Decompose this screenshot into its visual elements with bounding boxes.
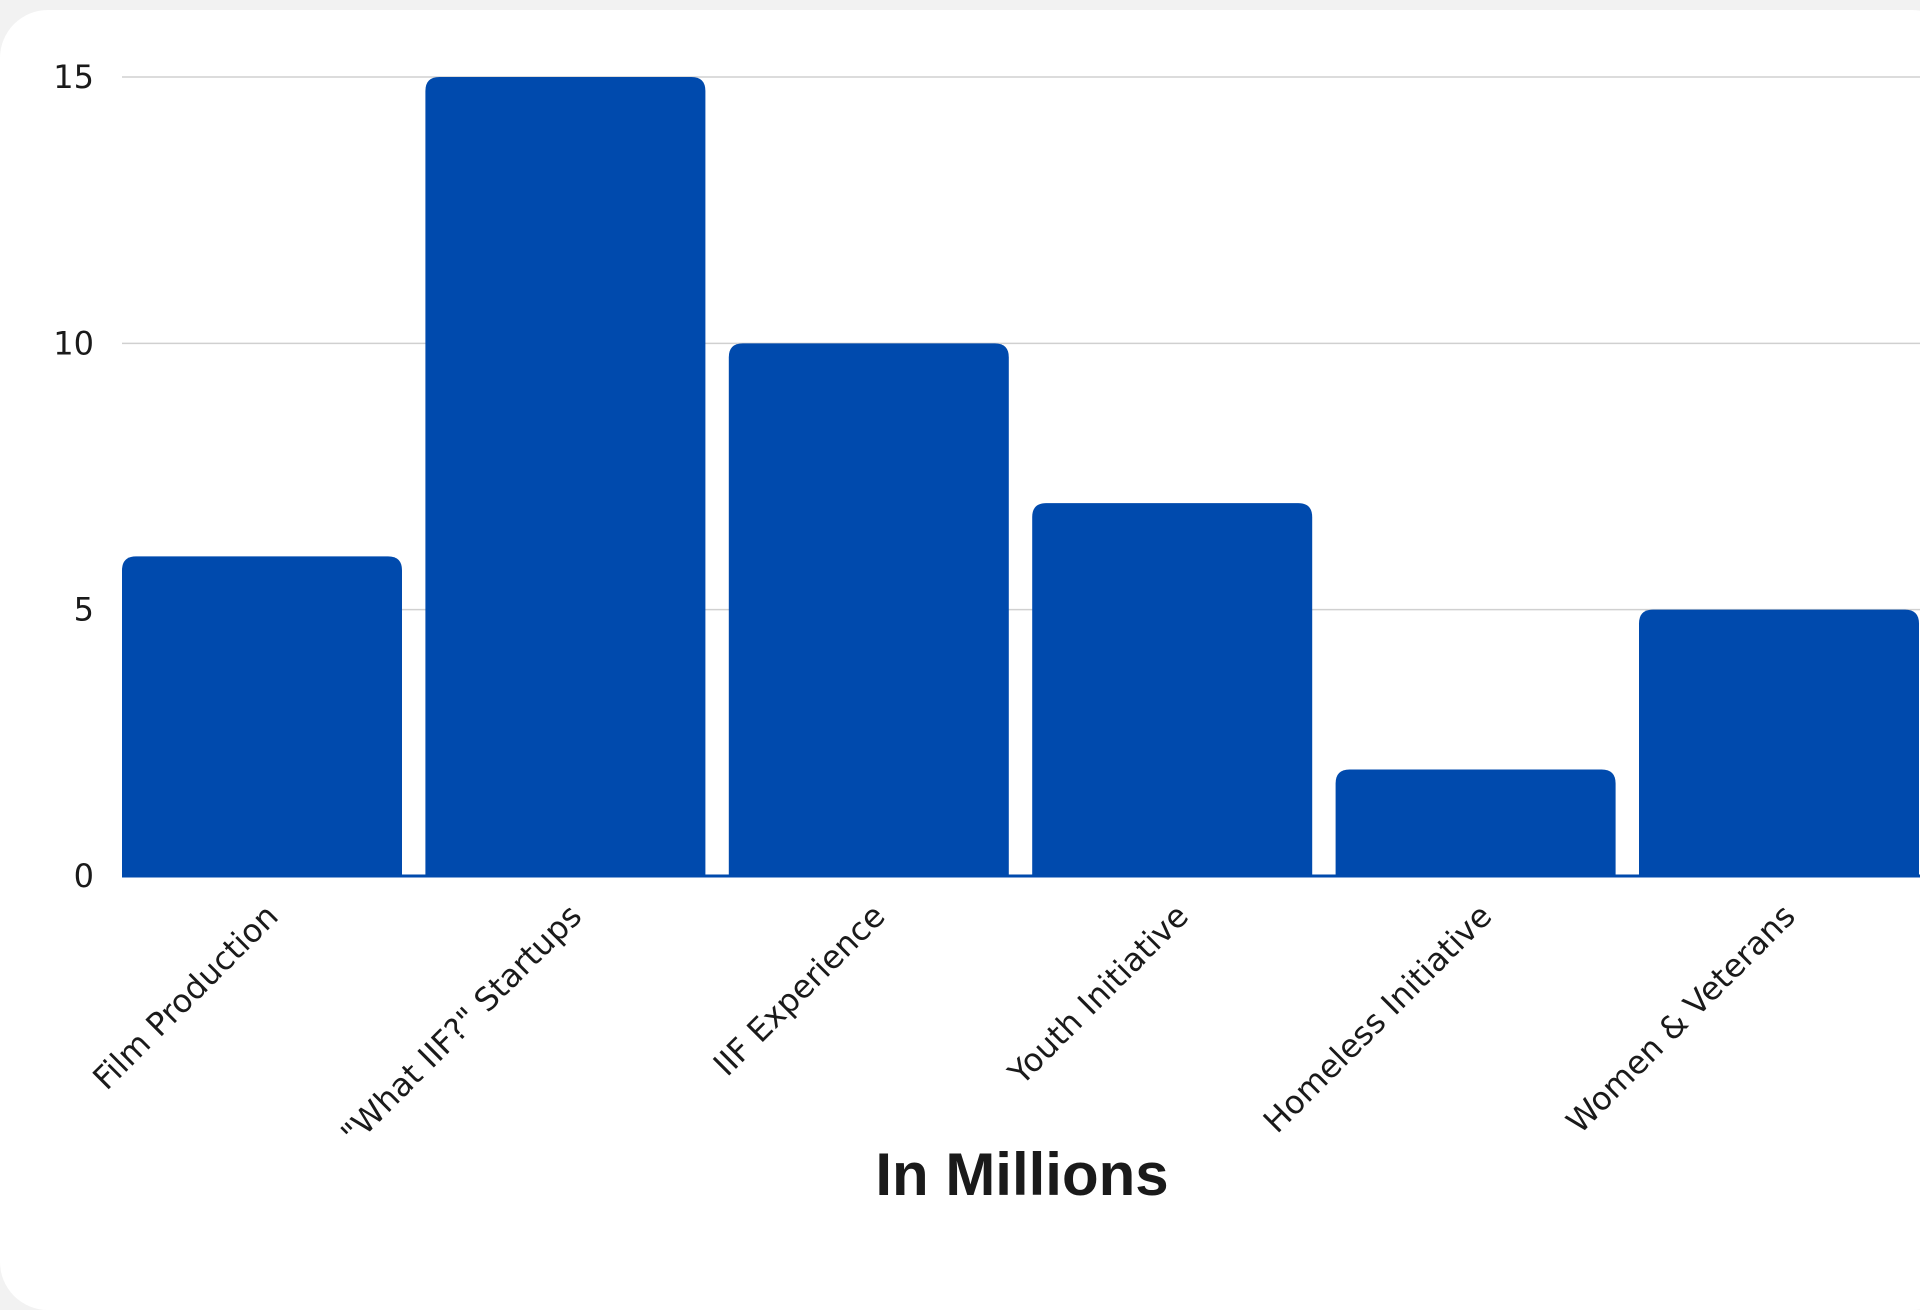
y-tick-label: 5 <box>74 591 94 629</box>
x-tick-label: Women & Veterans <box>1559 897 1803 1141</box>
x-tick-label: IIF Experience <box>706 897 893 1084</box>
y-axis-ticks: 0 5 10 15 <box>53 58 94 895</box>
bars <box>122 77 1919 876</box>
bar <box>425 77 706 876</box>
x-axis-category-labels: Film Production "What IIF?" Startups IIF E… <box>85 897 1802 1153</box>
y-tick-label: 15 <box>53 58 94 96</box>
x-tick-label: "What IIF?" Startups <box>333 897 589 1153</box>
bar <box>728 343 1009 876</box>
x-tick-label: Film Production <box>85 897 285 1097</box>
gridlines <box>122 76 1920 611</box>
y-tick-label: 10 <box>53 324 94 362</box>
bar <box>1032 503 1313 876</box>
x-tick-label: Youth Initiative <box>1000 897 1196 1093</box>
bar <box>122 556 402 876</box>
bar <box>1639 609 1919 876</box>
x-tick-label: Homeless Initiative <box>1256 897 1499 1140</box>
y-tick-label: 0 <box>74 857 94 895</box>
x-axis-title: In Millions <box>875 1141 1168 1208</box>
bar <box>1335 769 1616 876</box>
bar-chart: 0 5 10 15 Film Production "What IIF?" Startu… <box>53 58 1920 1208</box>
